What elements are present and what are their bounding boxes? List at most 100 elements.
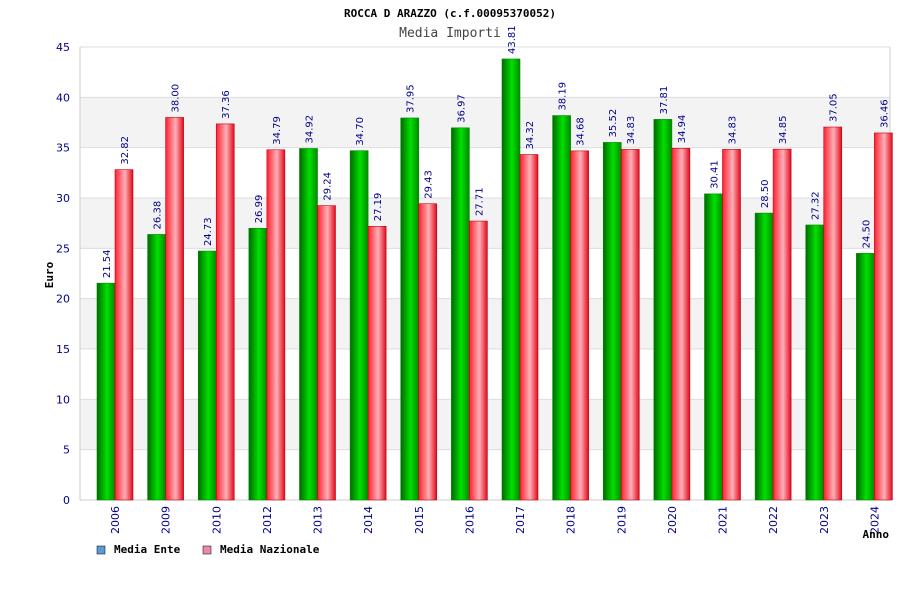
bar-media-ente-2016 [451, 127, 470, 501]
x-axis-ticks: 2006 2009 2010 2012 2013 2014 2015 2016 2017 2018… [109, 506, 881, 534]
bar-media-nazionale-2022 [772, 148, 792, 501]
data-label: 34.92 [305, 115, 316, 144]
data-labels: 21.54 32.82 26.38 38.00 24.73 37.36 26.99 34.79… [102, 25, 890, 278]
data-label: 36.97 [456, 94, 467, 123]
data-label: 30.41 [710, 160, 721, 189]
data-label: 32.82 [120, 136, 131, 165]
legend-swatch-media-nazionale [202, 545, 212, 555]
data-label: 26.38 [153, 201, 164, 230]
bar-media-nazionale-2019 [620, 149, 640, 501]
bar-media-nazionale-2021 [722, 149, 741, 501]
data-label: 34.70 [355, 117, 366, 146]
bar-media-ente-2020 [653, 119, 673, 501]
data-label: 26.99 [254, 195, 265, 224]
bar-media-ente-2015 [400, 117, 420, 501]
data-label: 38.19 [558, 82, 569, 111]
y-tick-label: 10 [56, 393, 70, 406]
data-label: 29.43 [424, 170, 435, 199]
x-tick-label: 2017 [514, 506, 527, 534]
y-tick-label: 30 [56, 192, 70, 205]
y-tick-label: 0 [63, 494, 70, 507]
bar-media-nazionale-2020 [671, 147, 691, 501]
data-label: 21.54 [102, 250, 113, 279]
y-tick-label: 15 [56, 343, 70, 356]
x-tick-label: 2023 [818, 506, 831, 534]
data-label: 27.71 [474, 187, 485, 216]
x-tick-label: 2021 [717, 506, 730, 534]
data-label: 27.19 [373, 193, 384, 222]
bar-media-nazionale-2017 [519, 154, 539, 501]
data-label: 37.81 [659, 86, 670, 115]
bar-media-nazionale-2018 [570, 150, 589, 501]
y-tick-label: 40 [56, 91, 70, 104]
x-tick-label: 2014 [362, 506, 375, 534]
grid-band [80, 147, 890, 198]
x-tick-label: 2010 [210, 506, 223, 534]
y-tick-label: 45 [56, 41, 70, 54]
bar-media-nazionale-2009 [165, 117, 184, 501]
data-label: 34.94 [677, 115, 688, 144]
bar-media-nazionale-2006 [114, 169, 134, 501]
chart-title: ROCCA D ARAZZO (c.f.00095370052) [344, 7, 556, 20]
bar-media-nazionale-2024 [874, 132, 893, 501]
bar-media-nazionale-2012 [266, 149, 286, 501]
data-label: 37.05 [829, 93, 840, 122]
bar-media-ente-2022 [754, 212, 774, 501]
y-tick-label: 35 [56, 142, 70, 155]
bar-media-ente-2019 [602, 142, 622, 501]
x-tick-label: 2015 [413, 506, 426, 534]
x-tick-label: 2019 [615, 506, 628, 534]
data-label: 34.85 [778, 116, 789, 145]
bar-media-ente-2023 [805, 224, 825, 501]
data-label: 37.36 [221, 90, 232, 119]
y-tick-label: 25 [56, 242, 70, 255]
bar-media-nazionale-2013 [317, 205, 336, 501]
y-axis-title: Euro [43, 261, 56, 288]
data-label: 43.81 [507, 25, 518, 54]
x-tick-label: 2024 [868, 506, 881, 534]
bar-media-ente-2009 [147, 234, 166, 501]
y-axis-ticks: 0 5 10 15 20 25 30 35 40 45 [56, 41, 70, 507]
x-tick-label: 2009 [160, 506, 173, 534]
data-label: 24.50 [861, 220, 872, 249]
legend-label-media-nazionale: Media Nazionale [220, 543, 320, 556]
bar-media-ente-2021 [704, 193, 723, 501]
bar-media-ente-2012 [248, 228, 268, 501]
data-label: 27.32 [811, 191, 822, 220]
bar-media-ente-2010 [197, 250, 217, 501]
data-label: 29.24 [323, 172, 334, 201]
data-label: 34.83 [728, 116, 739, 145]
bar-media-ente-2014 [349, 150, 369, 501]
x-tick-label: 2013 [312, 506, 325, 534]
bar-media-nazionale-2016 [469, 220, 488, 501]
data-label: 34.32 [525, 121, 536, 150]
x-tick-label: 2020 [666, 506, 679, 534]
bar-media-ente-2006 [96, 282, 116, 501]
legend-label-media-ente: Media Ente [114, 543, 181, 556]
bars [96, 58, 893, 501]
bar-media-ente-2017 [501, 58, 521, 501]
data-label: 38.00 [171, 84, 182, 113]
x-axis-title: Anno [863, 528, 890, 541]
chart-subtitle: Media Importi [399, 26, 501, 41]
data-label: 24.73 [203, 217, 214, 246]
grid-band [80, 47, 890, 98]
legend: Media Ente Media Nazionale [96, 543, 320, 556]
y-tick-label: 5 [63, 444, 70, 457]
x-tick-label: 2016 [463, 506, 476, 534]
bar-media-nazionale-2010 [215, 123, 235, 501]
bar-media-ente-2018 [552, 115, 571, 501]
x-tick-label: 2018 [565, 506, 578, 534]
data-label: 37.95 [406, 84, 417, 113]
bar-media-nazionale-2023 [823, 126, 843, 501]
grid-band [80, 97, 890, 148]
x-tick-label: 2006 [109, 506, 122, 534]
data-label: 34.79 [272, 116, 283, 145]
bar-media-ente-2024 [856, 253, 875, 501]
data-label: 36.46 [879, 99, 890, 128]
data-label: 34.83 [626, 116, 637, 145]
x-tick-label: 2022 [767, 506, 780, 534]
bar-media-nazionale-2015 [418, 203, 438, 501]
